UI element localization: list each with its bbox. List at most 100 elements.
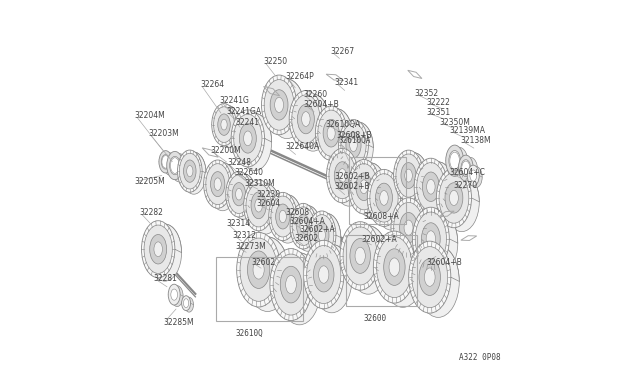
Ellipse shape [292, 95, 320, 143]
Ellipse shape [339, 120, 369, 170]
Ellipse shape [341, 124, 366, 167]
Ellipse shape [161, 155, 170, 169]
Ellipse shape [449, 151, 460, 171]
Ellipse shape [253, 260, 264, 279]
Ellipse shape [399, 202, 434, 262]
Ellipse shape [401, 163, 416, 189]
Ellipse shape [206, 164, 230, 205]
Text: 32260: 32260 [303, 90, 328, 99]
Text: 32604: 32604 [257, 199, 281, 208]
Ellipse shape [244, 180, 273, 231]
Text: 32248: 32248 [227, 158, 251, 167]
Ellipse shape [417, 163, 445, 211]
Ellipse shape [150, 234, 166, 264]
Ellipse shape [269, 79, 305, 139]
Ellipse shape [280, 266, 301, 303]
Ellipse shape [234, 114, 262, 163]
Text: 32285M: 32285M [163, 318, 194, 327]
Ellipse shape [412, 247, 447, 308]
Ellipse shape [237, 232, 280, 307]
Ellipse shape [230, 174, 257, 219]
Bar [349, 157, 406, 224]
Ellipse shape [182, 296, 191, 311]
Ellipse shape [315, 222, 329, 248]
Text: 32608: 32608 [286, 208, 310, 217]
Text: 32610QA: 32610QA [339, 136, 371, 145]
Ellipse shape [412, 207, 449, 270]
Text: 32352: 32352 [415, 89, 439, 98]
Ellipse shape [226, 171, 252, 217]
Ellipse shape [404, 220, 413, 235]
Ellipse shape [144, 225, 172, 273]
Text: 32602+A: 32602+A [362, 235, 397, 244]
Ellipse shape [312, 244, 352, 313]
Ellipse shape [349, 139, 357, 151]
Ellipse shape [162, 155, 170, 168]
Ellipse shape [396, 154, 421, 197]
Ellipse shape [172, 154, 188, 182]
Text: 32604+B: 32604+B [426, 258, 462, 267]
Ellipse shape [167, 151, 183, 180]
Ellipse shape [214, 178, 221, 190]
Ellipse shape [246, 237, 289, 311]
Ellipse shape [409, 241, 451, 313]
Text: 32204M: 32204M [135, 111, 166, 120]
Ellipse shape [231, 110, 264, 167]
Ellipse shape [458, 155, 473, 181]
Text: 32281: 32281 [154, 274, 177, 283]
Ellipse shape [307, 246, 341, 304]
Ellipse shape [301, 112, 310, 126]
Ellipse shape [276, 204, 290, 229]
Ellipse shape [285, 275, 296, 294]
Text: 32267: 32267 [330, 47, 355, 56]
Ellipse shape [445, 183, 463, 213]
Ellipse shape [321, 109, 353, 163]
Ellipse shape [450, 152, 460, 169]
Ellipse shape [177, 150, 202, 192]
Ellipse shape [343, 227, 378, 285]
Text: 32341: 32341 [335, 78, 359, 87]
Text: 32282: 32282 [140, 208, 163, 217]
Ellipse shape [394, 150, 424, 201]
Ellipse shape [314, 257, 334, 292]
Text: 32602+B: 32602+B [335, 182, 371, 191]
Text: 32230: 32230 [257, 190, 281, 199]
Ellipse shape [426, 231, 436, 247]
Ellipse shape [218, 114, 230, 135]
Ellipse shape [250, 183, 280, 234]
Ellipse shape [211, 171, 225, 197]
Ellipse shape [316, 106, 347, 160]
Ellipse shape [163, 153, 177, 175]
Ellipse shape [298, 104, 314, 134]
Ellipse shape [244, 131, 252, 146]
Ellipse shape [303, 240, 344, 309]
Ellipse shape [419, 259, 440, 295]
Ellipse shape [159, 151, 172, 173]
Ellipse shape [184, 160, 196, 182]
Text: 32312: 32312 [232, 231, 257, 240]
Ellipse shape [319, 266, 329, 283]
Ellipse shape [274, 195, 301, 243]
Ellipse shape [367, 169, 401, 227]
Text: 32600: 32600 [364, 314, 387, 323]
Ellipse shape [344, 122, 373, 173]
Text: 32264P: 32264P [286, 72, 314, 81]
Ellipse shape [308, 211, 336, 259]
Ellipse shape [370, 174, 398, 222]
Ellipse shape [278, 253, 321, 325]
Ellipse shape [461, 160, 470, 177]
Ellipse shape [350, 238, 371, 273]
Ellipse shape [327, 126, 335, 140]
Ellipse shape [427, 179, 435, 194]
Ellipse shape [380, 190, 388, 205]
Ellipse shape [326, 148, 358, 203]
Text: 32610Q: 32610Q [236, 329, 263, 338]
Ellipse shape [391, 198, 426, 257]
Text: 32310M: 32310M [245, 179, 276, 187]
Bar [216, 257, 303, 321]
Text: 32241: 32241 [235, 118, 259, 126]
Ellipse shape [292, 207, 314, 246]
Ellipse shape [154, 242, 163, 257]
Ellipse shape [214, 107, 234, 142]
Ellipse shape [270, 90, 288, 120]
